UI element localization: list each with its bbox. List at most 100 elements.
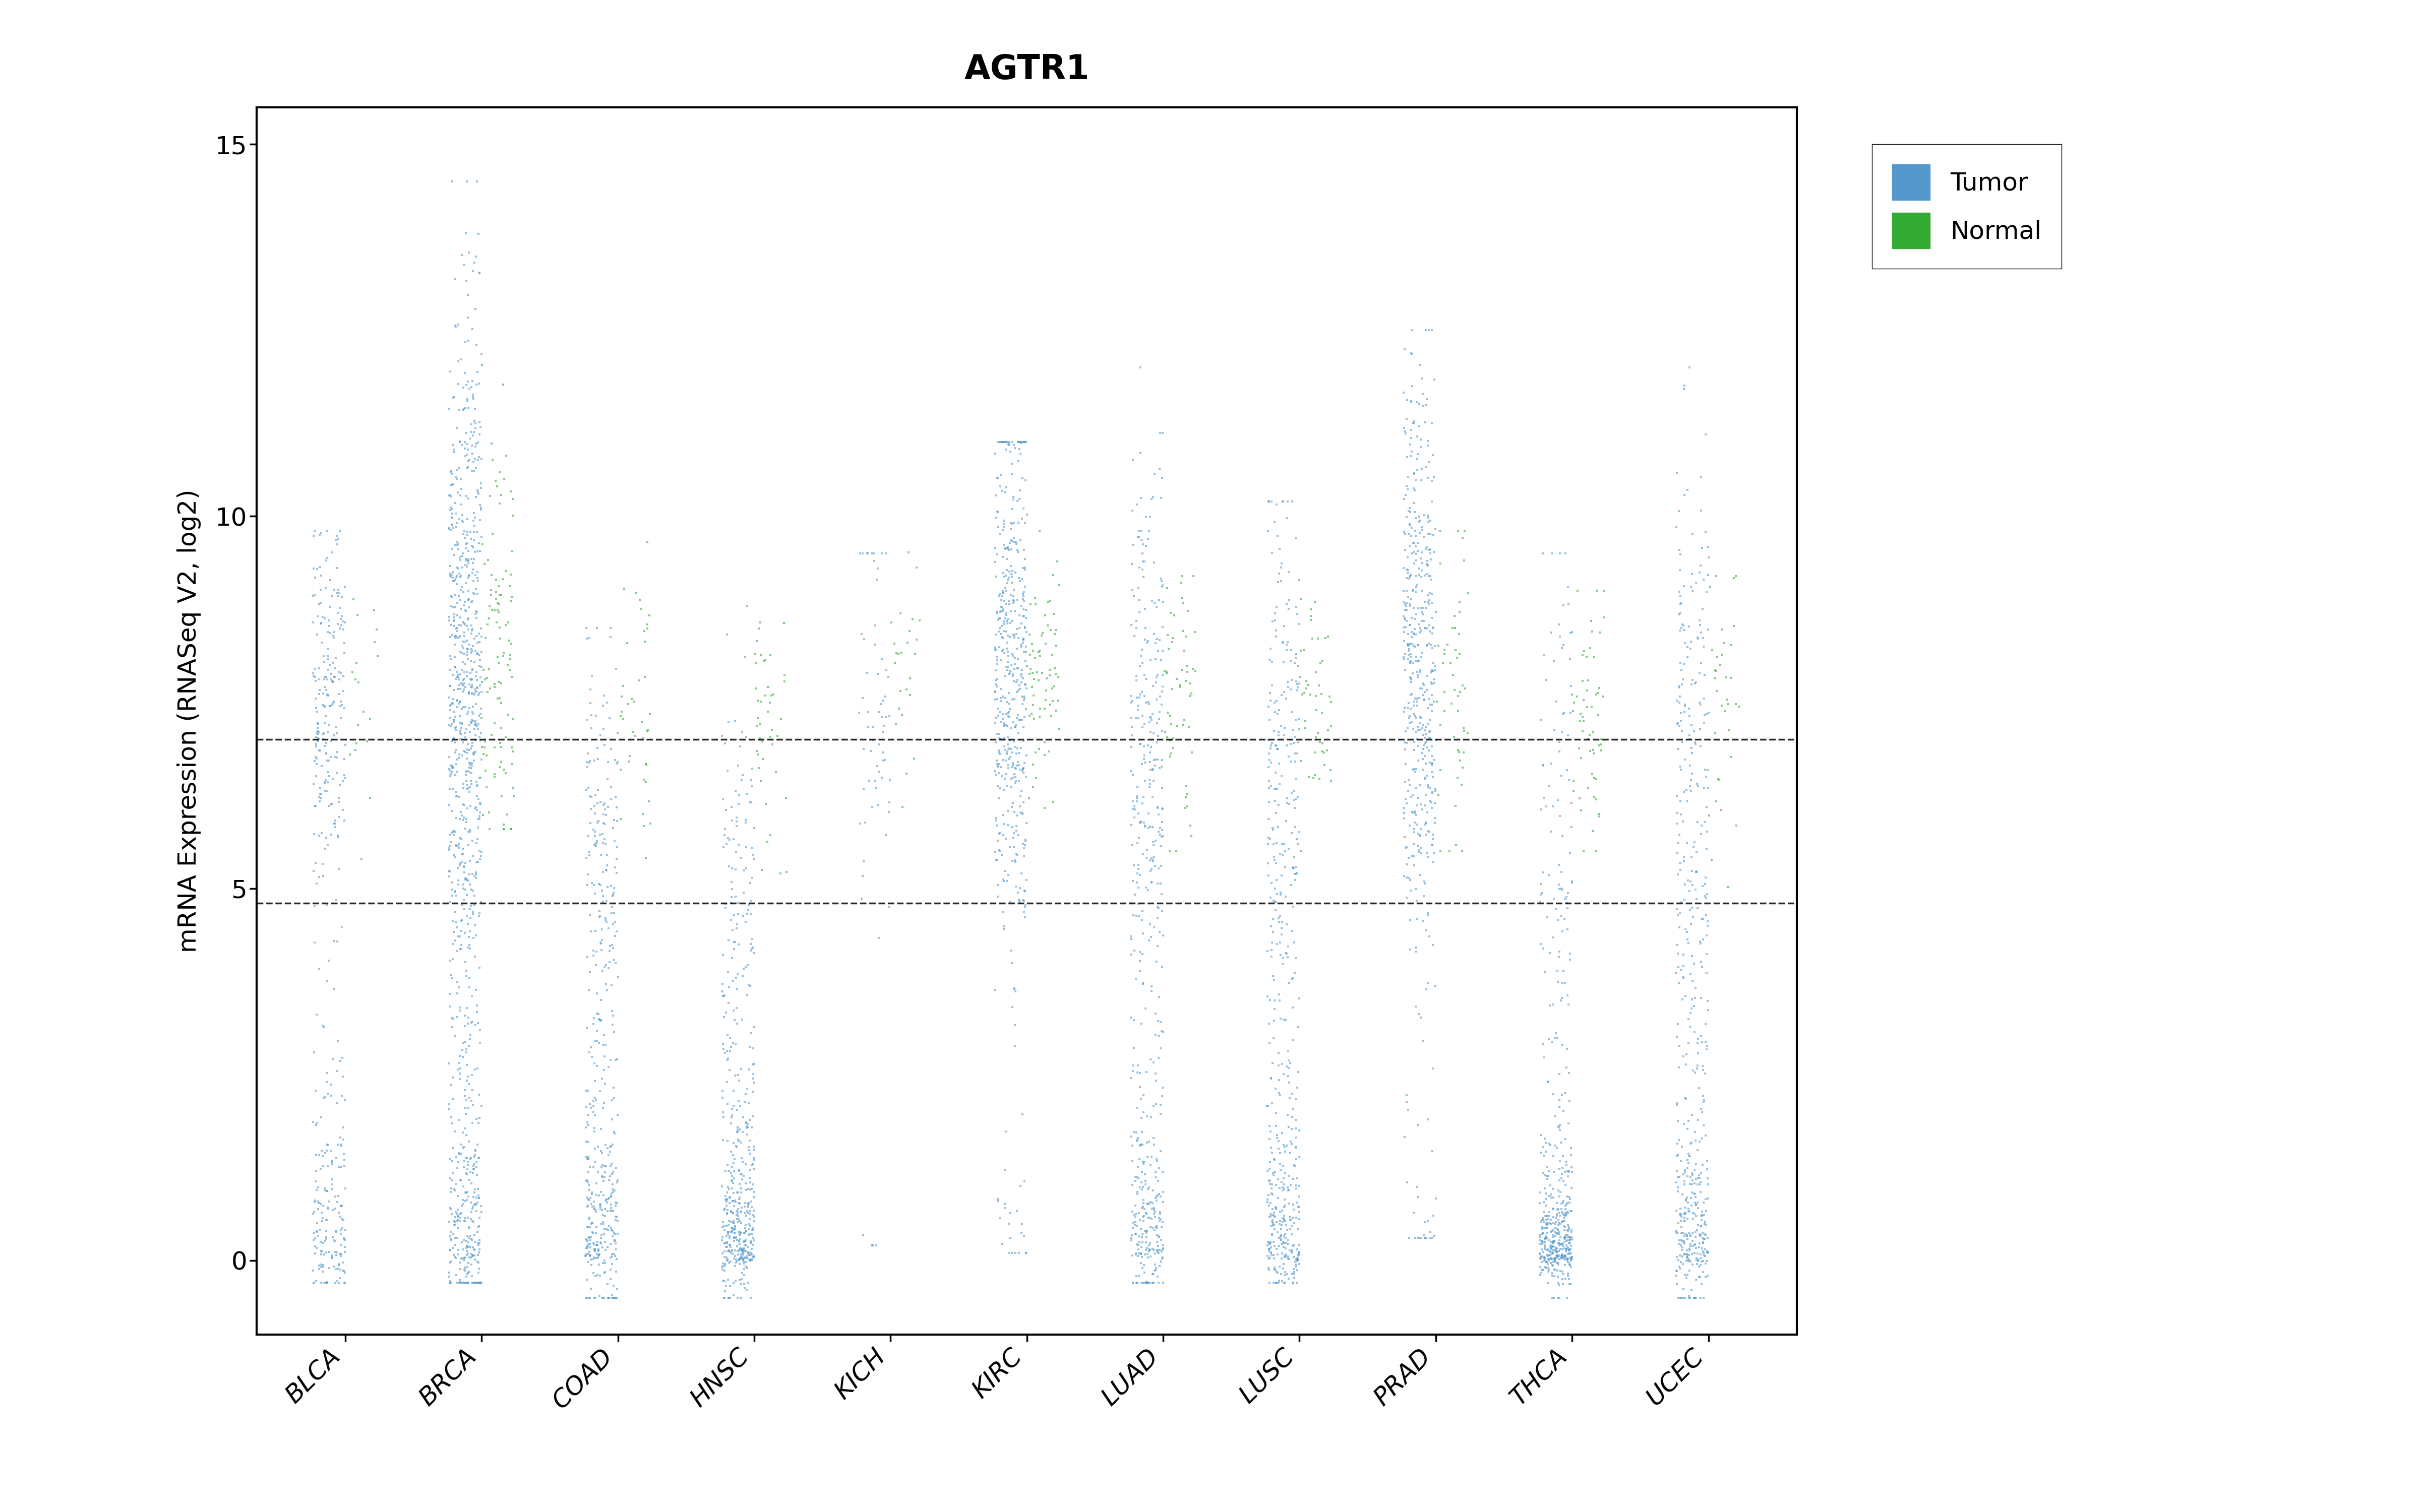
Point <box>849 541 888 565</box>
Point <box>1128 1191 1166 1216</box>
Point <box>1529 1234 1568 1258</box>
Point <box>978 667 1016 691</box>
Point <box>1534 1250 1573 1275</box>
Point <box>1275 750 1314 774</box>
Point <box>1408 549 1447 573</box>
Point <box>445 1030 484 1054</box>
Point <box>319 581 358 605</box>
Point <box>586 1249 624 1273</box>
Point <box>711 856 750 880</box>
Point <box>704 1258 743 1282</box>
Point <box>1256 1217 1295 1241</box>
Point <box>1251 688 1290 712</box>
Point <box>1389 632 1428 656</box>
Point <box>440 1043 479 1067</box>
Point <box>1413 692 1452 717</box>
Point <box>1251 1157 1290 1181</box>
Point <box>1387 1170 1425 1194</box>
Point <box>1534 794 1573 818</box>
Point <box>312 584 351 608</box>
Point <box>980 615 1019 640</box>
Point <box>1384 806 1423 830</box>
Point <box>1142 833 1181 857</box>
Point <box>1677 897 1716 921</box>
Point <box>1546 1216 1585 1240</box>
Point <box>1411 791 1450 815</box>
Point <box>704 1241 743 1266</box>
Point <box>312 792 351 816</box>
Point <box>978 1187 1016 1211</box>
Point <box>1251 1136 1290 1160</box>
Point <box>474 711 513 735</box>
Point <box>983 614 1021 638</box>
Point <box>486 559 525 584</box>
Point <box>1125 1191 1164 1216</box>
Point <box>1394 491 1433 516</box>
Point <box>1152 712 1191 736</box>
Point <box>443 673 482 697</box>
Point <box>431 830 469 854</box>
Point <box>581 723 620 747</box>
Point <box>1573 609 1612 634</box>
Point <box>433 798 472 823</box>
Point <box>1392 878 1430 903</box>
Point <box>440 826 479 850</box>
Point <box>1392 426 1430 451</box>
Point <box>1399 1175 1437 1199</box>
Point <box>992 562 1031 587</box>
Point <box>322 596 361 620</box>
Point <box>448 538 486 562</box>
Point <box>574 1198 612 1222</box>
Point <box>1014 661 1053 685</box>
Point <box>1266 1222 1304 1246</box>
Point <box>1677 1285 1716 1309</box>
Point <box>1660 543 1699 567</box>
Point <box>1542 1204 1580 1228</box>
Point <box>445 739 484 764</box>
Point <box>721 1185 760 1210</box>
Point <box>307 1240 346 1264</box>
Point <box>295 582 334 606</box>
Point <box>1684 1226 1723 1250</box>
Point <box>842 541 881 565</box>
Point <box>1251 1066 1290 1090</box>
Point <box>324 1142 363 1166</box>
Point <box>997 803 1036 827</box>
Point <box>578 1134 617 1158</box>
Point <box>847 541 886 565</box>
Point <box>1004 756 1043 780</box>
Point <box>622 709 661 733</box>
Point <box>716 1217 755 1241</box>
Point <box>992 497 1031 522</box>
Point <box>593 1179 632 1204</box>
Point <box>491 647 530 671</box>
Point <box>1130 848 1169 872</box>
Point <box>1667 1042 1706 1066</box>
Point <box>327 1217 365 1241</box>
Point <box>433 513 472 537</box>
Point <box>433 1111 472 1136</box>
Point <box>1679 612 1718 637</box>
Point <box>999 429 1038 454</box>
Point <box>1258 1270 1297 1294</box>
Point <box>453 1270 491 1294</box>
Point <box>445 599 484 623</box>
Point <box>1171 824 1210 848</box>
Point <box>1392 667 1430 691</box>
Point <box>1394 531 1433 555</box>
Point <box>1396 1226 1435 1250</box>
Point <box>1399 556 1437 581</box>
Point <box>1551 948 1590 972</box>
Point <box>569 1146 607 1170</box>
Point <box>731 1158 770 1182</box>
Point <box>1546 1202 1585 1226</box>
Point <box>448 532 486 556</box>
Point <box>1111 1125 1150 1149</box>
Point <box>1399 649 1437 673</box>
Point <box>1442 526 1481 550</box>
Point <box>1256 989 1295 1013</box>
Point <box>1406 525 1445 549</box>
Point <box>1392 649 1430 673</box>
Point <box>1571 637 1609 661</box>
Point <box>1682 535 1721 559</box>
